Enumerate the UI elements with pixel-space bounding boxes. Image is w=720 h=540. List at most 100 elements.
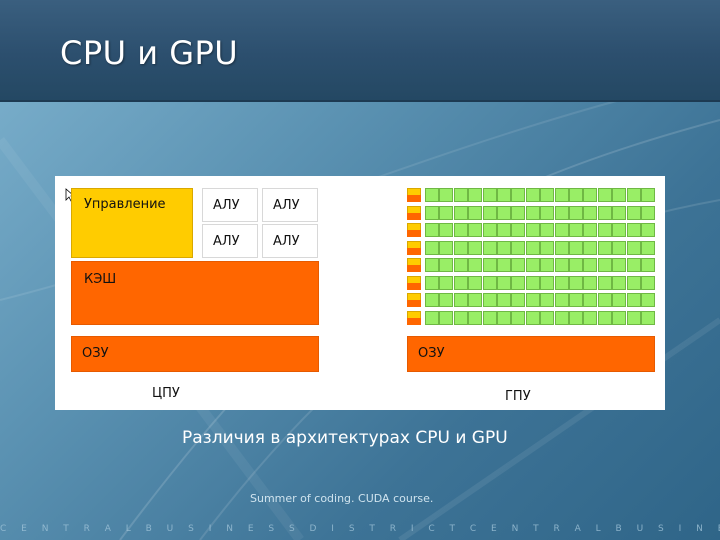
- gpu-alu-cell: [468, 188, 483, 202]
- gpu-alu-cell: [482, 188, 497, 202]
- gpu-row: [407, 293, 655, 307]
- gpu-alu-cell: [525, 205, 540, 220]
- gpu-alu-cell: [482, 205, 497, 220]
- gpu-alu-cell: [554, 310, 569, 325]
- gpu-alu-cell: [439, 240, 454, 255]
- gpu-alu-cell: [626, 275, 641, 290]
- cpu-cache-block: КЭШ: [71, 261, 319, 325]
- gpu-alu-cell: [583, 258, 598, 272]
- gpu-alu-cell: [497, 275, 511, 290]
- gpu-alu-cell: [540, 240, 555, 255]
- gpu-alu-cell: [497, 258, 511, 272]
- gpu-alu-cell: [468, 258, 483, 272]
- gpu-alu-cell: [554, 258, 569, 272]
- gpu-alu-cell: [425, 240, 439, 255]
- slide-subtitle: Различия в архитектурах CPU и GPU: [182, 428, 508, 448]
- gpu-alu-cell: [439, 275, 454, 290]
- gpu-alu-cell: [497, 205, 511, 220]
- gpu-alu-cell: [540, 275, 555, 290]
- gpu-alu-cell: [641, 240, 655, 255]
- cpu-ram-block: ОЗУ: [71, 336, 319, 372]
- architecture-diagram: Управление АЛУ АЛУ АЛУ АЛУ КЭШ ОЗУ ЦПУ О…: [55, 176, 665, 410]
- gpu-alu-cell: [525, 188, 540, 202]
- gpu-alu-cell: [583, 310, 598, 325]
- gpu-alu-cell: [583, 293, 598, 307]
- gpu-alu-cell: [482, 240, 497, 255]
- gpu-cache-cell: [407, 230, 421, 237]
- gpu-alu-cell: [597, 275, 612, 290]
- gpu-alu-cell: [540, 258, 555, 272]
- gpu-alu-cell: [597, 310, 612, 325]
- gpu-alu-cell: [569, 188, 583, 202]
- gpu-alu-cell: [425, 275, 439, 290]
- gpu-alu-cell: [482, 275, 497, 290]
- gpu-row: [407, 240, 655, 255]
- gpu-alu-cell: [583, 275, 598, 290]
- gpu-cache-cell: [407, 212, 421, 220]
- gpu-alu-cell: [425, 310, 439, 325]
- gpu-alu-cell: [439, 310, 454, 325]
- gpu-alu-cell: [497, 223, 511, 237]
- cpu-alu-3: АЛУ: [202, 224, 258, 258]
- gpu-alu-cell: [540, 223, 555, 237]
- gpu-alu-cell: [641, 258, 655, 272]
- gpu-alu-cell: [525, 258, 540, 272]
- gpu-cache-cell: [407, 317, 421, 325]
- gpu-alu-cell: [612, 188, 627, 202]
- gpu-alu-cell: [583, 205, 598, 220]
- gpu-alu-cell: [439, 188, 454, 202]
- slide-title: CPU и GPU: [60, 34, 239, 72]
- gpu-alu-cell: [641, 188, 655, 202]
- gpu-alu-cell: [569, 240, 583, 255]
- gpu-alu-cell: [468, 223, 483, 237]
- gpu-alu-cell: [468, 275, 483, 290]
- gpu-alu-cell: [511, 240, 526, 255]
- gpu-alu-cell: [597, 188, 612, 202]
- gpu-alu-cell: [468, 205, 483, 220]
- gpu-alu-cell: [626, 293, 641, 307]
- gpu-alu-cell: [511, 188, 526, 202]
- gpu-alu-cell: [497, 293, 511, 307]
- gpu-alu-cell: [425, 205, 439, 220]
- gpu-alu-cell: [597, 240, 612, 255]
- gpu-cache-cell: [407, 247, 421, 255]
- gpu-alu-cell: [453, 188, 468, 202]
- gpu-alu-cell: [439, 205, 454, 220]
- gpu-alu-cell: [439, 293, 454, 307]
- gpu-alu-cell: [511, 223, 526, 237]
- gpu-alu-cell: [597, 223, 612, 237]
- gpu-alu-cell: [439, 223, 454, 237]
- gpu-alu-cell: [569, 258, 583, 272]
- cpu-control-block: Управление: [71, 188, 193, 258]
- gpu-alu-cell: [597, 293, 612, 307]
- gpu-alu-cell: [641, 293, 655, 307]
- gpu-row: [407, 258, 655, 272]
- gpu-alu-cell: [554, 275, 569, 290]
- gpu-alu-cell: [612, 293, 627, 307]
- gpu-alu-cell: [511, 293, 526, 307]
- bottom-decorative-strip: C E N T R A L B U S I N E S S D I S T R …: [0, 524, 720, 534]
- gpu-row: [407, 310, 655, 325]
- gpu-alu-cell: [554, 293, 569, 307]
- gpu-alu-cell: [511, 205, 526, 220]
- gpu-alu-cell: [468, 310, 483, 325]
- gpu-cache-cell: [407, 282, 421, 290]
- gpu-cache-cell: [407, 300, 421, 307]
- gpu-cache-cell: [407, 195, 421, 202]
- cpu-caption: ЦПУ: [152, 386, 180, 401]
- title-bar: CPU и GPU: [0, 0, 720, 102]
- gpu-alu-cell: [511, 258, 526, 272]
- gpu-alu-cell: [612, 310, 627, 325]
- gpu-alu-cell: [641, 275, 655, 290]
- gpu-alu-cell: [626, 188, 641, 202]
- gpu-alu-cell: [554, 223, 569, 237]
- gpu-alu-cell: [569, 293, 583, 307]
- gpu-alu-cell: [641, 223, 655, 237]
- gpu-alu-cell: [612, 275, 627, 290]
- cpu-alu-1: АЛУ: [202, 188, 258, 222]
- gpu-row: [407, 223, 655, 237]
- gpu-alu-cell: [626, 205, 641, 220]
- gpu-alu-cell: [540, 205, 555, 220]
- gpu-alu-cell: [626, 240, 641, 255]
- gpu-alu-cell: [612, 205, 627, 220]
